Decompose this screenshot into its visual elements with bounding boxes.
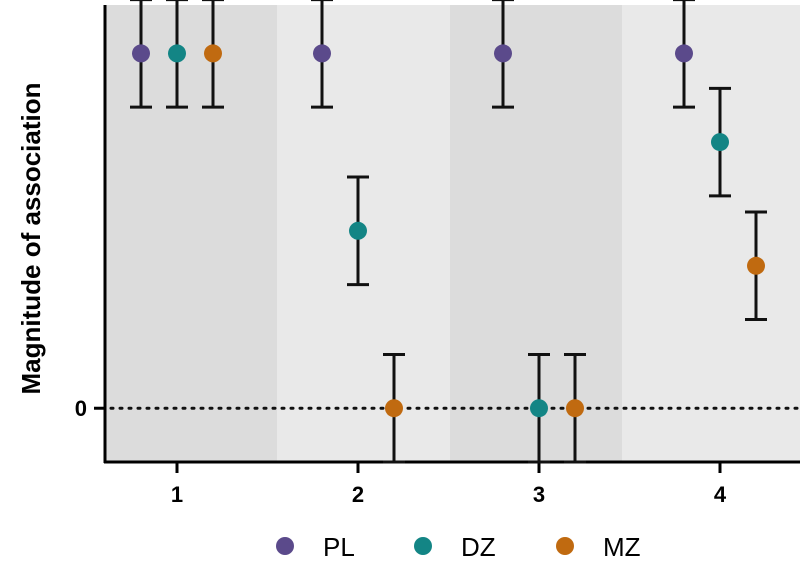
- data-point-dz-2: [349, 221, 367, 240]
- y-axis-label: Magnitude of association: [16, 82, 46, 394]
- data-point-pl-2: [313, 44, 331, 63]
- point-group-dz-2: [347, 175, 369, 287]
- point-group-mz-4: [745, 210, 767, 322]
- data-point-mz-2: [385, 399, 403, 418]
- axes: 0: [75, 5, 800, 464]
- x-tick-label-1: 1: [171, 482, 183, 507]
- data-point-dz-4: [711, 133, 729, 152]
- legend-label-pl: PL: [323, 532, 355, 562]
- data-point-dz-3: [530, 399, 548, 418]
- x-tick-label-4: 4: [714, 482, 727, 507]
- data-point-pl-1: [132, 44, 150, 63]
- data-point-pl-3: [494, 44, 512, 63]
- background-band-3: [450, 5, 622, 462]
- point-group-pl-1: [130, 0, 152, 109]
- point-group-pl-4: [673, 0, 695, 109]
- point-group-mz-1: [202, 0, 224, 109]
- data-point-dz-1: [168, 44, 186, 63]
- x-tick-label-2: 2: [352, 482, 364, 507]
- background-band-4: [622, 5, 800, 462]
- point-group-dz-4: [709, 86, 731, 198]
- background-bands: [105, 5, 800, 462]
- legend-label-dz: DZ: [461, 532, 496, 562]
- background-band-1: [105, 5, 277, 462]
- x-tick-label-3: 3: [533, 482, 545, 507]
- legend-label-mz: MZ: [603, 532, 641, 562]
- data-marks: [130, 0, 767, 464]
- legend: PL DZ MZ: [276, 532, 641, 562]
- point-group-pl-2: [311, 0, 333, 109]
- data-point-mz-1: [204, 44, 222, 63]
- point-group-mz-2: [383, 352, 405, 464]
- point-group-dz-3: [528, 352, 550, 464]
- legend-marker-mz: [556, 537, 574, 555]
- point-group-mz-3: [564, 352, 586, 464]
- legend-marker-pl: [276, 537, 294, 555]
- data-point-mz-4: [747, 256, 765, 275]
- point-group-pl-3: [492, 0, 514, 109]
- point-group-dz-1: [166, 0, 188, 109]
- data-point-pl-4: [675, 44, 693, 63]
- legend-marker-dz: [414, 537, 432, 555]
- y-tick-label-zero: 0: [75, 396, 87, 421]
- x-ticks: 1 2 3 4: [171, 462, 727, 507]
- data-point-mz-3: [566, 399, 584, 418]
